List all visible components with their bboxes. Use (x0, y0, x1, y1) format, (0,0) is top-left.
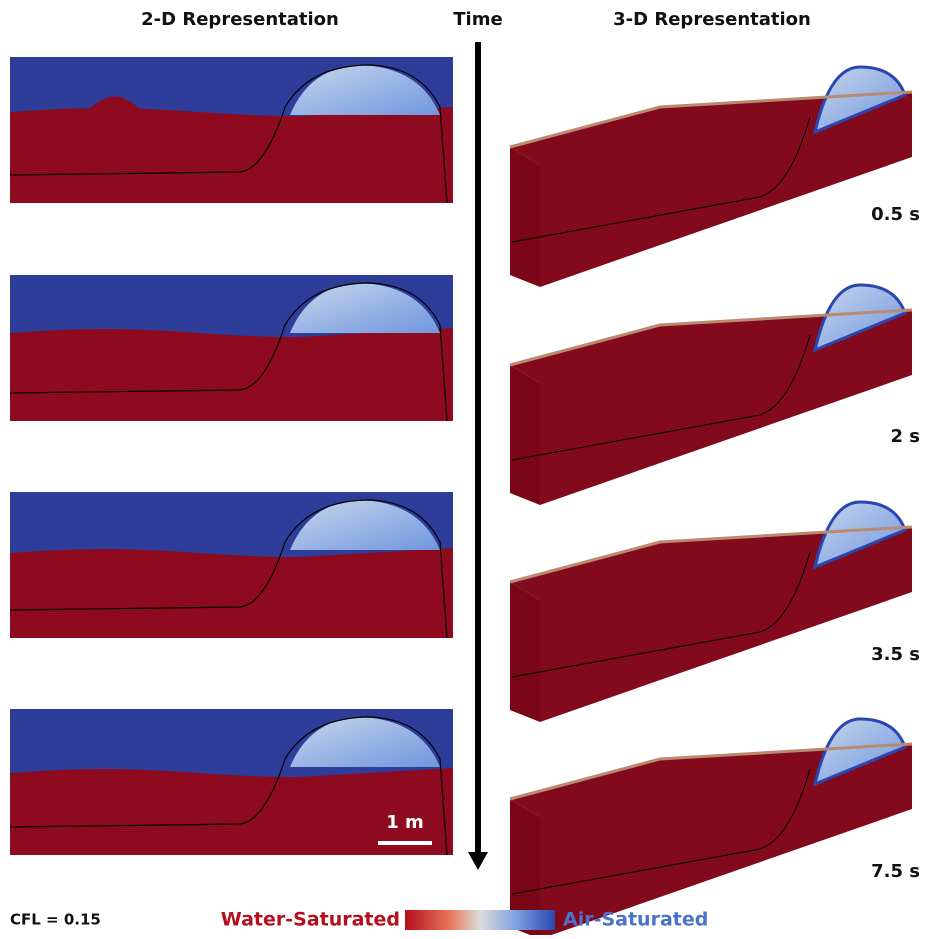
slab-dome (812, 717, 907, 787)
legend-right: Air-Saturated (563, 909, 708, 931)
scale-bar-label: 1 m (386, 812, 424, 833)
slab-dome (812, 500, 907, 570)
dome (290, 500, 440, 550)
slab-side (510, 147, 540, 287)
slab-dome (812, 65, 907, 135)
slab-front (510, 744, 912, 939)
boundary-line (9, 64, 448, 204)
water-region (10, 96, 453, 203)
slab-boundary (511, 551, 811, 678)
slab-surface (509, 525, 913, 584)
time-label: 7.5 s (871, 861, 920, 882)
header-2d: 2-D Representation (141, 9, 339, 30)
boundary-line (9, 282, 448, 422)
slab-side (510, 365, 540, 505)
legend-left: Water-Saturated (221, 909, 400, 931)
slab-surface (509, 90, 913, 149)
cfl-label: CFL = 0.15 (10, 911, 101, 929)
time-label: 2 s (890, 426, 920, 447)
slab-surface (509, 742, 913, 801)
time-label: 3.5 s (871, 644, 920, 665)
panels (9, 57, 913, 939)
slab-boundary (511, 116, 811, 243)
slab-side (510, 799, 540, 939)
time-arrow-head (468, 852, 488, 870)
boundary-line (9, 716, 448, 856)
water-region (10, 548, 453, 638)
colorbar (405, 910, 555, 930)
slab-boundary (511, 334, 811, 461)
slab-dome (812, 283, 907, 353)
boundary-line (9, 499, 448, 639)
water-region (10, 768, 453, 855)
water-region (10, 328, 453, 421)
dome (290, 717, 440, 767)
dome (290, 65, 440, 115)
header-time: Time (453, 9, 502, 30)
header-3d: 3-D Representation (613, 9, 811, 30)
slab-side (510, 582, 540, 722)
slab-surface (509, 308, 913, 367)
time-label: 0.5 s (871, 204, 920, 225)
slab-front (510, 527, 912, 722)
slab-boundary (511, 768, 811, 895)
slab-front (510, 310, 912, 505)
dome (290, 283, 440, 333)
slab-front (510, 92, 912, 287)
